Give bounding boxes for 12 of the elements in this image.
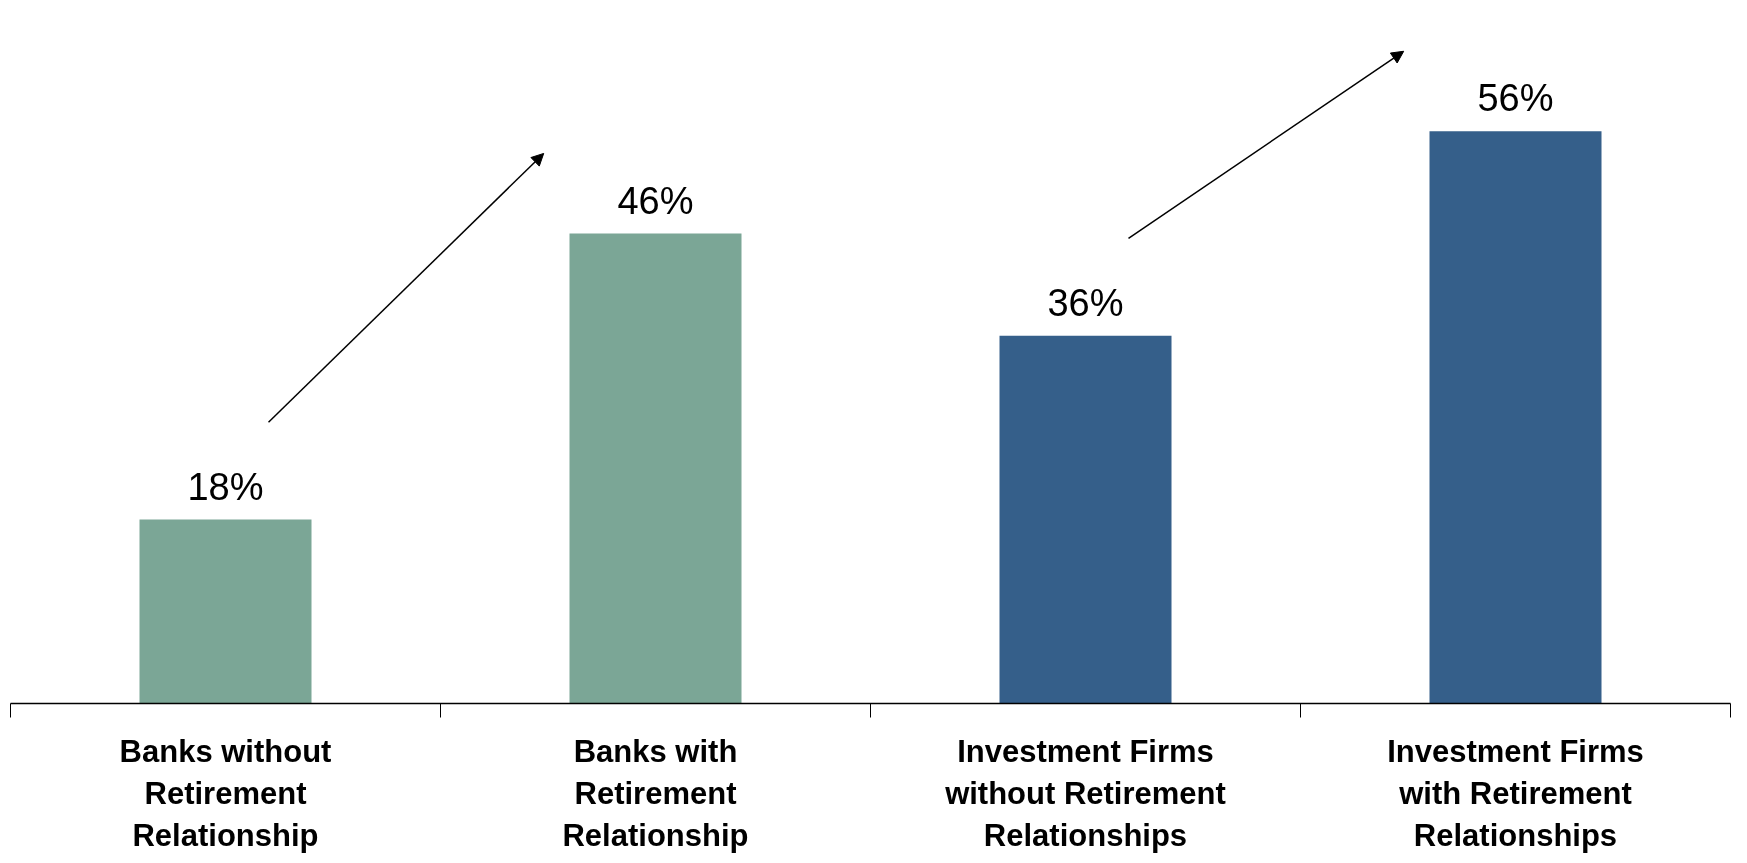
- data-label: 56%: [1477, 77, 1554, 120]
- data-label: 18%: [187, 465, 264, 508]
- x-tick-label: Investment Firms with Retirement Relationships: [1387, 733, 1644, 853]
- bar: [999, 335, 1172, 704]
- x-tick-label: Banks without Retirement Relationship: [119, 733, 332, 853]
- bar: [1429, 131, 1602, 704]
- data-label: 46%: [617, 179, 694, 222]
- x-tick-label: Investment Firms without Retirement Relationships: [944, 733, 1226, 853]
- bar: [569, 233, 742, 704]
- x-tick-label: Banks with Retirement Relationship: [562, 733, 749, 853]
- bar: [139, 519, 312, 704]
- data-label: 36%: [1047, 281, 1124, 324]
